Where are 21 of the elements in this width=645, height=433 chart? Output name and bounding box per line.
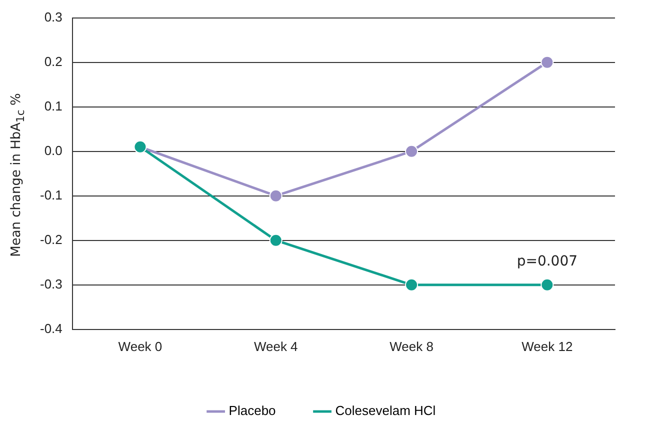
y-tick-label: -0.1 (40, 187, 62, 202)
point (540, 278, 554, 292)
point (269, 189, 282, 202)
point (405, 278, 418, 292)
x-tick-label: Week 8 (390, 338, 434, 354)
y-tick-label: 0.0 (44, 142, 62, 158)
point (540, 56, 554, 69)
point (405, 144, 418, 158)
point (269, 234, 282, 247)
y-tick-label: 0.2 (44, 54, 62, 69)
x-tick-label: Week 12 (522, 338, 573, 354)
y-tick-label: -0.3 (40, 276, 62, 292)
y-tick-label: -0.2 (40, 232, 62, 247)
x-tick-label: Week 0 (118, 338, 162, 354)
y-tick-label: -0.4 (40, 320, 62, 336)
annotation: p=0.007 (516, 254, 578, 270)
y-tick-label: 0.1 (44, 98, 62, 114)
y-tick-label: 0.3 (44, 9, 62, 24)
legend-label: Colesevelam HCl (335, 403, 436, 418)
legend-label: Placebo (228, 403, 276, 418)
x-tick-label: Week 4 (254, 338, 298, 354)
